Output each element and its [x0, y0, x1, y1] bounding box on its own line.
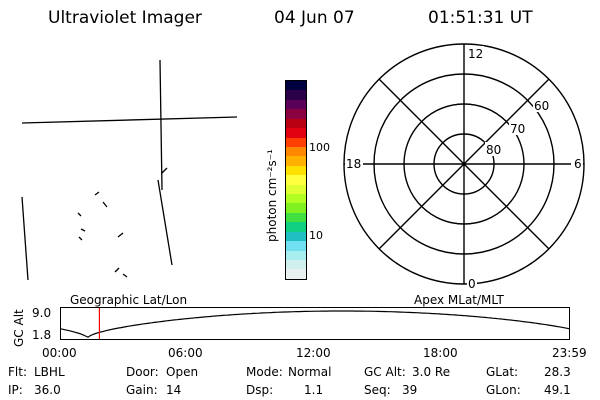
- colorbar-swatch: [286, 109, 306, 119]
- colorbar-tick-10: 10: [309, 229, 323, 242]
- filter-value: LBHL: [34, 365, 65, 379]
- polar-diagonal: [378, 78, 550, 250]
- map-parallel-line: [21, 116, 238, 124]
- time-tick-2359: 23:59: [552, 346, 587, 360]
- seq-label: Seq:: [364, 383, 391, 397]
- colorbar-swatch: [286, 165, 306, 176]
- colorbar-swatch: [286, 260, 306, 270]
- mlt-label-12: 12: [468, 47, 483, 61]
- time-tick-0000: 00:00: [42, 346, 77, 360]
- gc-alt-value: 3.0 Re: [412, 365, 451, 379]
- dsp-label: Dsp:: [246, 383, 274, 397]
- time-tick-0600: 06:00: [168, 346, 203, 360]
- ip-label: IP:: [8, 383, 23, 397]
- mlt-label-bg: [466, 46, 484, 60]
- instrument-title: Ultraviolet Imager: [48, 8, 202, 28]
- door-value: Open: [166, 365, 199, 379]
- colorbar-swatch: [286, 212, 306, 223]
- mode-value: Normal: [288, 365, 332, 379]
- gc-alt-label: GC Alt:: [364, 365, 406, 379]
- colorbar-swatch: [286, 222, 306, 232]
- colorbar-swatch: [286, 194, 306, 204]
- colorbar-swatch: [286, 184, 306, 195]
- map-coast-fragment: [80, 228, 86, 232]
- lat-label-bg: [485, 142, 503, 156]
- mlt-label-18: 18: [346, 157, 361, 171]
- colorbar-swatch: [286, 175, 306, 185]
- gain-value: 14: [166, 383, 182, 397]
- altitude-curve: [60, 310, 570, 338]
- glon-value: 49.1: [544, 383, 571, 397]
- colorbar-swatch: [286, 99, 306, 110]
- geographic-map: [21, 59, 238, 281]
- seq-value: 39: [402, 383, 418, 397]
- lat-label-60: 60: [534, 99, 549, 113]
- map-coast-line: [21, 196, 29, 281]
- map-coast-fragment: [102, 201, 108, 208]
- geographic-latlon-label: Geographic Lat/Lon: [70, 293, 188, 307]
- filter-label: Flt:: [8, 365, 27, 379]
- lat-label-80: 80: [486, 143, 501, 157]
- colorbar-swatch: [286, 231, 306, 242]
- mlt-label-bg: [467, 276, 477, 290]
- map-meridian-line-lower: [157, 179, 173, 266]
- observation-time: 01:51:31 UT: [428, 8, 533, 28]
- glon-label: GLon:: [486, 383, 521, 397]
- dsp-value: 1.1: [304, 383, 324, 397]
- polar-mlt-plot: 12 6 0 18 60 70 80: [343, 43, 585, 291]
- timeline-frame: [60, 307, 570, 340]
- colorbar-swatch: [286, 250, 306, 261]
- color-scale-bar: [285, 80, 307, 280]
- map-coast-fragment: [94, 191, 100, 196]
- colorbar-swatch: [286, 156, 306, 166]
- map-coast-fragment: [161, 167, 168, 174]
- mlt-label-6: 6: [574, 157, 582, 171]
- colorbar-swatch: [286, 128, 306, 138]
- colorbar-swatch: [286, 269, 306, 279]
- colorbar-swatch: [286, 90, 306, 100]
- colorbar-swatch: [286, 146, 306, 157]
- mode-label: Mode:: [246, 365, 283, 379]
- gc-alt-min-label: 1.8: [32, 328, 52, 342]
- colorbar-swatch: [286, 81, 306, 91]
- gc-alt-max-label: 9.0: [32, 306, 52, 320]
- lat-label-bg: [533, 98, 551, 112]
- orbit-altitude-timeline: [60, 307, 570, 340]
- colorbar-unit-label: photon cm⁻²s⁻¹: [265, 149, 279, 242]
- gc-alt-axis-label: GC Alt: [12, 309, 26, 347]
- glat-value: 28.3: [544, 365, 571, 379]
- time-tick-1800: 18:00: [423, 346, 458, 360]
- time-tick-1200: 12:00: [296, 346, 331, 360]
- map-coast-fragment: [117, 232, 124, 238]
- mlt-label-bg: [571, 156, 583, 170]
- map-coast-fragment: [77, 212, 82, 217]
- mlt-label-bg: [345, 156, 363, 170]
- mlt-label-0: 0: [468, 277, 476, 291]
- ip-value: 36.0: [34, 383, 61, 397]
- glat-label: GLat:: [486, 365, 519, 379]
- map-coast-fragment: [78, 236, 83, 241]
- gain-label: Gain:: [126, 383, 158, 397]
- apex-mlat-mlt-label: Apex MLat/MLT: [414, 293, 504, 307]
- colorbar-tick-100: 100: [309, 141, 330, 154]
- lat-label-bg: [509, 121, 527, 135]
- observation-date: 04 Jun 07: [274, 8, 355, 28]
- map-coast-fragment: [122, 273, 128, 278]
- colorbar-swatch: [286, 241, 306, 251]
- lat-label-70: 70: [510, 122, 525, 136]
- colorbar-swatch: [286, 203, 306, 213]
- colorbar-swatch: [286, 118, 306, 129]
- map-coast-fragment: [114, 267, 120, 273]
- map-meridian-line: [159, 59, 163, 191]
- colorbar-swatch: [286, 137, 306, 147]
- door-label: Door:: [126, 365, 159, 379]
